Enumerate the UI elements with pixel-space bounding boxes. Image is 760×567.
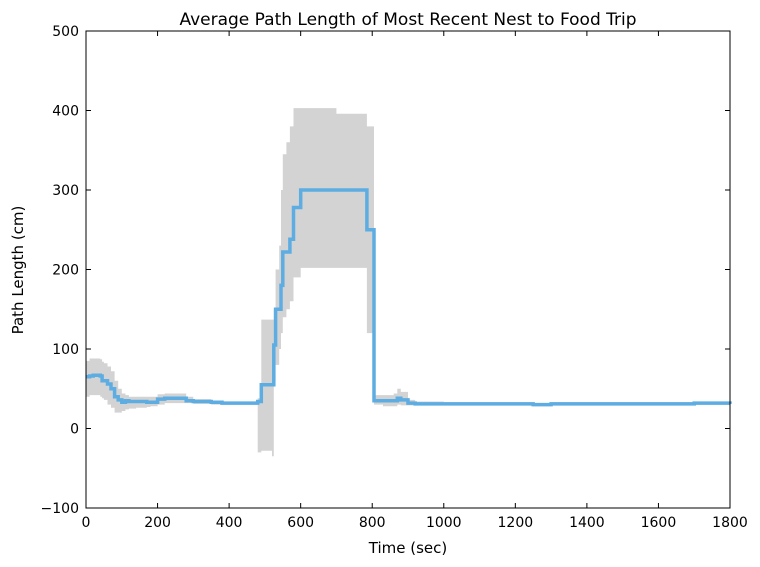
y-tick-label: 300	[52, 183, 79, 199]
x-axis-label: Time (sec)	[368, 539, 447, 557]
y-tick-label: 100	[52, 342, 79, 358]
y-tick-label: −100	[41, 501, 79, 517]
x-tick-label: 1800	[712, 515, 748, 531]
chart-title: Average Path Length of Most Recent Nest …	[179, 10, 636, 30]
x-tick-label: 400	[216, 515, 243, 531]
x-tick-label: 600	[287, 515, 314, 531]
x-tick-label: 1200	[498, 515, 534, 531]
x-tick-label: 1000	[426, 515, 462, 531]
x-tick-label: 1400	[569, 515, 605, 531]
y-tick-label: 400	[52, 104, 79, 120]
series-line	[86, 188, 732, 407]
mean-path-length-line	[86, 188, 732, 407]
x-tick-label: 200	[144, 515, 171, 531]
y-tick-label: 0	[70, 422, 79, 438]
y-tick-labels: −100 0 100 200 300 400 500	[41, 24, 79, 517]
x-tick-label: 1600	[641, 515, 677, 531]
x-tick-label: 0	[82, 515, 91, 531]
y-tick-label: 500	[52, 24, 79, 40]
plot-frame	[85, 30, 731, 509]
y-axis-label: Path Length (cm)	[9, 206, 27, 335]
y-tick-label: 200	[52, 263, 79, 279]
x-tick-label: 800	[359, 515, 386, 531]
axis-ticks	[85, 30, 731, 509]
x-tick-labels: 0 200 400 600 800 1000 1200 1400 1600 1800	[82, 515, 748, 531]
